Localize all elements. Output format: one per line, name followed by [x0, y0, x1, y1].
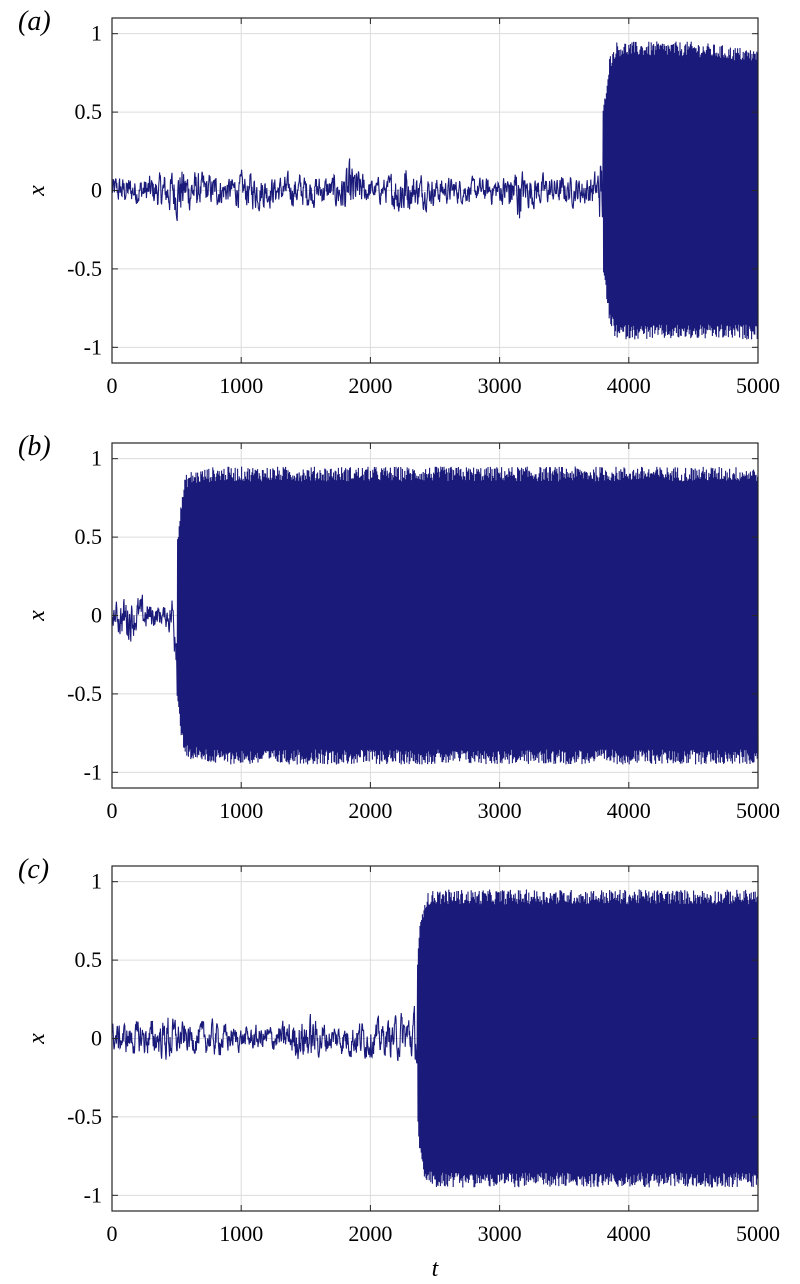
panel-label: (b) — [18, 431, 51, 462]
x-tick-label: 1000 — [219, 1221, 263, 1246]
y-tick-label: 0.5 — [75, 99, 103, 124]
y-tick-label: 1 — [91, 869, 102, 894]
chart-panel-3: 0 1000 2000 3000 4000 5000 1 0.5 0 -0.5 -1 x (c) — [18, 854, 780, 1246]
y-tick-label: -0.5 — [67, 256, 102, 281]
x-tick-label: 3000 — [478, 373, 522, 398]
y-tick-label: 0.5 — [75, 947, 103, 972]
y-tick-label: 0 — [91, 1026, 102, 1051]
x-tick-label: 0 — [107, 798, 118, 823]
x-tick-label: 4000 — [607, 1221, 651, 1246]
y-tick-label: 0.5 — [75, 524, 103, 549]
y-tick-label: -1 — [84, 1182, 102, 1207]
x-tick-label: 4000 — [607, 373, 651, 398]
y-axis-label: x — [24, 185, 50, 197]
y-tick-label: -0.5 — [67, 1104, 102, 1129]
x-tick-label: 1000 — [219, 798, 263, 823]
x-tick-label: 5000 — [736, 798, 780, 823]
panel-label: (a) — [18, 6, 51, 37]
x-tick-label: 1000 — [219, 373, 263, 398]
x-tick-label: 2000 — [348, 373, 392, 398]
signal-series-2 — [111, 466, 759, 765]
x-tick-label: 2000 — [348, 1221, 392, 1246]
y-tick-label: -1 — [84, 334, 102, 359]
x-tick-label: 4000 — [607, 798, 651, 823]
x-axis-label: t — [432, 1256, 440, 1282]
y-tick-label: -1 — [84, 759, 102, 784]
y-tick-label: 0 — [91, 178, 102, 203]
y-tick-label: -0.5 — [67, 681, 102, 706]
chart-panel-1: 0 1000 2000 3000 4000 5000 1 0.5 0 -0.5 -1 x (a) — [18, 6, 780, 398]
x-tick-label: 5000 — [736, 1221, 780, 1246]
y-tick-label: 1 — [91, 446, 102, 471]
y-axis-label: x — [24, 1033, 50, 1045]
y-tick-label: 1 — [91, 21, 102, 46]
x-tick-label: 3000 — [478, 798, 522, 823]
y-axis-label: x — [24, 610, 50, 622]
y-tick-label: 0 — [91, 603, 102, 628]
x-tick-label: 0 — [107, 373, 118, 398]
x-tick-label: 5000 — [736, 373, 780, 398]
panel-label: (c) — [18, 854, 49, 885]
chart-panel-2: 0 1000 2000 3000 4000 5000 1 0.5 0 -0.5 -1 x (b) — [18, 431, 780, 823]
signal-series-1 — [111, 41, 759, 340]
signal-series-3 — [111, 889, 759, 1188]
x-tick-label: 2000 — [348, 798, 392, 823]
x-tick-label: 3000 — [478, 1221, 522, 1246]
x-tick-label: 0 — [107, 1221, 118, 1246]
